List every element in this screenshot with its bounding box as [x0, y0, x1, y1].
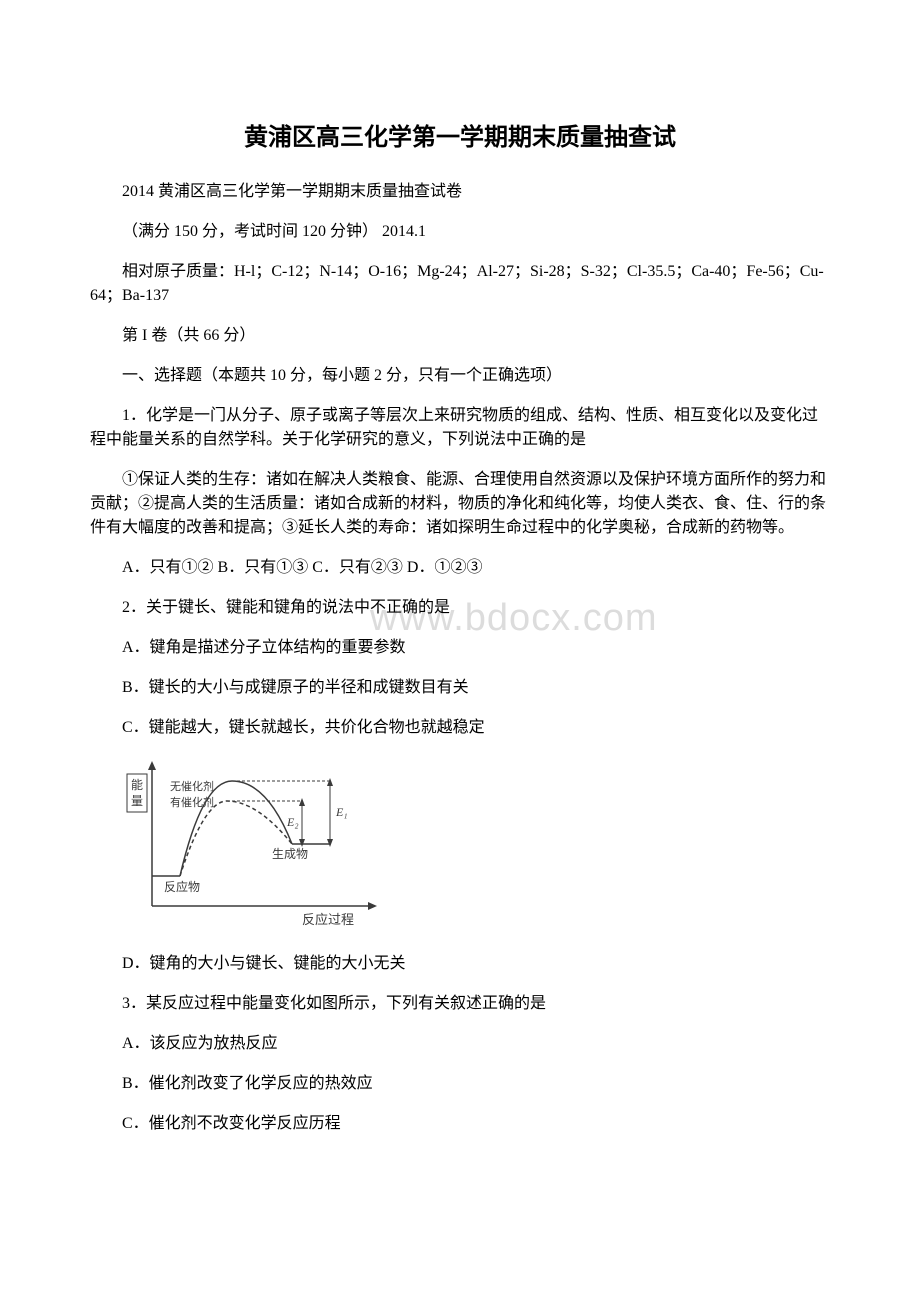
label-reactant: 反应物 [164, 879, 200, 894]
page-title: 黄浦区高三化学第一学期期末质量抽查试 [90, 120, 830, 156]
label-e2: E₂ [286, 815, 299, 829]
label-product: 生成物 [272, 847, 308, 861]
q2-stem: 2．关于键长、键能和键角的说法中不正确的是 [90, 596, 830, 620]
q1-stem-content: 1．化学是一门从分子、原子或离子等层次上来研究物质的组成、结构、性质、相互变化以… [90, 407, 818, 448]
y-label-char2: 量 [131, 794, 143, 808]
label-x-axis: 反应过程 [302, 912, 354, 927]
q1-detail: ①保证人类的生存：诸如在解决人类粮食、能源、合理使用自然资源以及保护环境方面所作… [90, 468, 830, 540]
e2-arrow-up [299, 798, 305, 806]
q1-stem: 1．化学是一门从分子、原子或离子等层次上来研究物质的组成、结构、性质、相互变化以… [90, 404, 830, 452]
y-axis-arrow [148, 761, 156, 770]
section1-description: 一、选择题（本题共 10 分，每小题 2 分，只有一个正确选项） [90, 364, 830, 388]
q1-options: A．只有①② B．只有①③ C．只有②③ D．①②③ [90, 556, 830, 580]
q2-option-b: B．键长的大小与成键原子的半径和成键数目有关 [90, 676, 830, 700]
q2-option-d: D．键角的大小与键长、键能的大小无关 [90, 952, 830, 976]
e1-arrow-up [327, 778, 333, 786]
y-label-char1: 能 [131, 778, 143, 792]
e1-arrow-down [327, 839, 333, 847]
q1-detail-content: ①保证人类的生存：诸如在解决人类粮食、能源、合理使用自然资源以及保护环境方面所作… [90, 471, 826, 536]
label-e1: E₁ [335, 805, 348, 819]
q2-option-a: A．键角是描述分子立体结构的重要参数 [90, 636, 830, 660]
atomic-mass-content: 相对原子质量：H-l；C-12；N-14；O-16；Mg-24；Al-27；Si… [90, 263, 824, 304]
q2-option-c: C．键能越大，键长就越长，共价化合物也就越稳定 [90, 716, 830, 740]
q3-option-b: B．催化剂改变了化学反应的热效应 [90, 1072, 830, 1096]
label-with-catalyst: 有催化剂 [170, 795, 214, 809]
q3-option-a: A．该反应为放热反应 [90, 1032, 830, 1056]
curve-no-catalyst [180, 781, 292, 876]
exam-info-text: （满分 150 分，考试时间 120 分钟） 2014.1 [90, 220, 830, 244]
e2-arrow-down [299, 839, 305, 847]
q3-stem: 3．某反应过程中能量变化如图所示，下列有关叙述正确的是 [90, 992, 830, 1016]
q3-option-c: C．催化剂不改变化学反应历程 [90, 1112, 830, 1136]
energy-diagram-svg: 能 量 无催化剂 有催化剂 反应物 生成物 E₂ E₁ 反应过程 [122, 756, 382, 936]
atomic-mass-text: 相对原子质量：H-l；C-12；N-14；O-16；Mg-24；Al-27；Si… [90, 260, 830, 308]
section1-heading: 第 I 卷（共 66 分） [90, 324, 830, 348]
x-axis-arrow [368, 902, 377, 910]
subtitle-text: 2014 黄浦区高三化学第一学期期末质量抽查试卷 [90, 180, 830, 204]
energy-diagram-chart: 能 量 无催化剂 有催化剂 反应物 生成物 E₂ E₁ 反应过程 [122, 756, 382, 936]
curve-with-catalyst [180, 801, 292, 876]
label-no-catalyst: 无催化剂 [170, 779, 214, 793]
